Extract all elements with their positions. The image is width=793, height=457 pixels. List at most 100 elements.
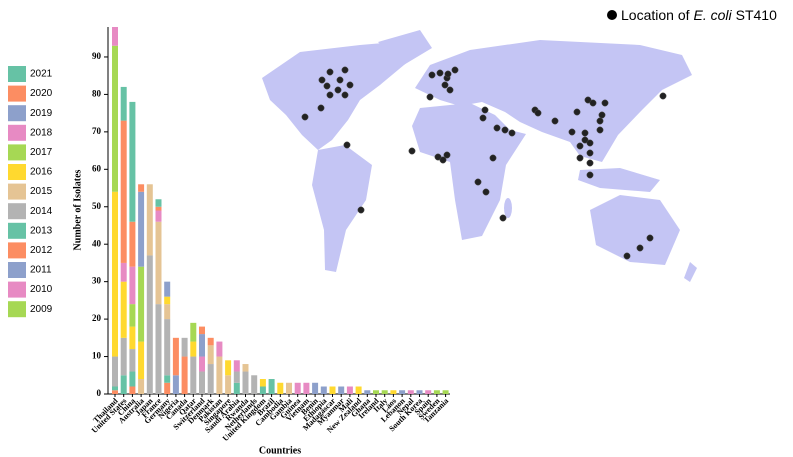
bar-segment [190, 322, 197, 342]
bar-segment [112, 27, 118, 46]
legend-label: 2011 [30, 265, 52, 276]
legend-swatch [8, 203, 26, 220]
greenland [378, 30, 432, 66]
bar-segment [120, 337, 127, 376]
bar-segment [129, 304, 136, 327]
bar-segment [164, 304, 171, 320]
location-dot [408, 147, 416, 155]
map-legend-text: Location of [621, 7, 690, 23]
legend-swatch [8, 144, 26, 161]
bar-segment [129, 349, 136, 372]
bar-segment [259, 379, 266, 387]
bar-segment [155, 221, 162, 305]
legend-swatch [8, 164, 26, 180]
bar-segment [112, 386, 118, 391]
location-dot [586, 139, 594, 147]
legend-swatch [8, 183, 26, 200]
bar-segment [425, 390, 432, 394]
location-dot [326, 68, 334, 76]
bar-segment [233, 360, 240, 372]
bar-segment [381, 390, 388, 394]
bar-segment [138, 191, 145, 267]
legend-label: 2010 [30, 284, 53, 295]
legend-label: 2013 [30, 225, 53, 236]
location-dot [586, 159, 594, 167]
bar-segment [225, 375, 232, 394]
location-dot [436, 69, 444, 77]
bar-segment [277, 382, 284, 394]
bar-segment [181, 337, 188, 357]
legend-label: 2015 [30, 186, 53, 197]
x-axis-title: Countries [259, 445, 301, 456]
location-dot [323, 82, 331, 90]
location-dot [601, 99, 609, 107]
location-dot [317, 104, 325, 112]
location-dots [301, 66, 667, 260]
location-dot [501, 126, 509, 134]
location-dot [596, 117, 604, 125]
bar-segment [407, 390, 414, 394]
bar-segment [112, 45, 118, 192]
legend-label: 2020 [30, 88, 53, 99]
y-tick-label: 30 [92, 276, 102, 286]
australia [590, 195, 680, 265]
location-dot [596, 126, 604, 134]
bar-segment [120, 281, 127, 338]
bar-segment [433, 390, 440, 394]
location-dot [428, 71, 436, 79]
africa [412, 103, 526, 240]
bar-segment [155, 199, 162, 207]
location-dot [598, 111, 606, 119]
legend-swatch [8, 66, 26, 82]
bar-segment [129, 386, 136, 394]
bar-segment [172, 375, 179, 394]
bar-segment [120, 375, 127, 394]
legend-swatch [8, 281, 26, 298]
location-dot [636, 244, 644, 252]
legend-label: 2017 [30, 147, 53, 158]
legend-label: 2021 [30, 69, 53, 80]
location-dot [451, 66, 459, 74]
bar-segment [442, 390, 449, 394]
location-dot [474, 178, 482, 186]
location-dot [439, 156, 447, 164]
bar-segment [129, 266, 136, 305]
location-dot [441, 81, 449, 89]
bar-segment [294, 382, 301, 394]
location-dot [318, 76, 326, 84]
bar-segment [155, 304, 162, 394]
bar-segment [172, 337, 179, 376]
legend-swatch [8, 222, 26, 239]
legend-label: 2019 [30, 108, 53, 119]
bar-segment [138, 341, 145, 380]
location-dot [444, 70, 452, 78]
legend-label: 2009 [30, 304, 53, 315]
location-dot [346, 81, 354, 89]
bar-segment [112, 356, 118, 387]
eurasia [415, 40, 692, 162]
bar-segment [146, 255, 153, 394]
y-tick-label: 40 [92, 238, 102, 248]
bar-segment [346, 386, 353, 394]
bar-segment [286, 382, 292, 394]
bar-segment [112, 390, 118, 394]
location-dot [508, 129, 516, 137]
location-dot [489, 154, 497, 162]
bar-segment [233, 371, 240, 383]
location-dot [659, 92, 667, 100]
bar-segment [190, 356, 197, 394]
location-dot [301, 113, 309, 121]
bar-segment [303, 382, 310, 394]
bar-segment [190, 341, 197, 357]
y-axis-title: Number of Isolates [72, 169, 83, 250]
location-dot [336, 76, 344, 84]
bar-segment [329, 386, 336, 394]
location-dot [646, 234, 654, 242]
bar-segment [164, 382, 171, 394]
bar-segment [364, 390, 371, 394]
location-dot [482, 188, 490, 196]
location-dot [443, 151, 451, 159]
bar-segment [138, 379, 145, 394]
y-tick-label: 70 [92, 126, 102, 136]
